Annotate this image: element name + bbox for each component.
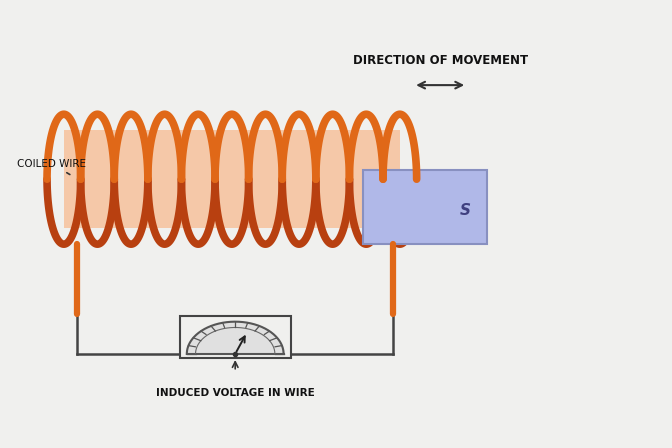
Bar: [179, 316, 291, 358]
Bar: [363, 170, 487, 244]
Bar: [64, 130, 400, 228]
Text: COILED WIRE: COILED WIRE: [17, 159, 86, 175]
Text: DIRECTION OF MOVEMENT: DIRECTION OF MOVEMENT: [353, 54, 528, 67]
Text: INDUCED VOLTAGE IN WIRE: INDUCED VOLTAGE IN WIRE: [156, 388, 314, 398]
Text: S: S: [460, 203, 470, 218]
